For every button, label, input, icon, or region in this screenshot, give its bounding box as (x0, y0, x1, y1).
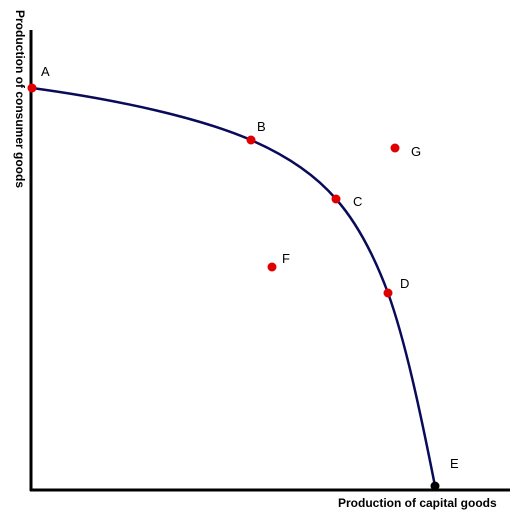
point-c-marker (331, 194, 341, 204)
point-d-marker (383, 288, 393, 298)
point-g-marker (390, 143, 400, 153)
point-e-label: E (450, 456, 459, 471)
production-possibilities-curve (31, 86, 437, 487)
point-b-label: B (257, 119, 266, 134)
point-e-marker (430, 481, 440, 491)
point-c-label: C (353, 194, 362, 209)
y-axis-label: Production of consumer goods (13, 10, 27, 188)
point-a-marker (27, 83, 37, 93)
point-f-label: F (282, 251, 290, 266)
x-axis-label: Production of capital goods (338, 496, 497, 510)
point-f-marker (267, 262, 277, 272)
points-layer: A B C D E F G (27, 64, 459, 491)
point-d-label: D (400, 276, 409, 291)
point-g-label: G (411, 144, 421, 159)
point-b-marker (246, 135, 256, 145)
point-a-label: A (41, 64, 50, 79)
